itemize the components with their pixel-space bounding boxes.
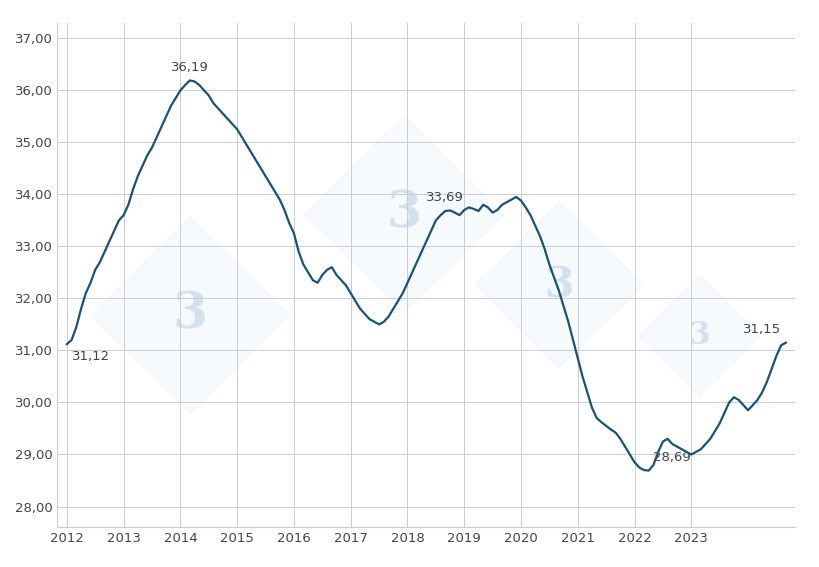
Polygon shape — [305, 116, 503, 313]
Polygon shape — [474, 202, 643, 369]
Text: 28,69: 28,69 — [653, 451, 690, 464]
Text: 36,19: 36,19 — [170, 61, 209, 74]
Text: 3: 3 — [544, 264, 573, 306]
Text: 31,12: 31,12 — [71, 350, 110, 363]
Text: 31,15: 31,15 — [742, 323, 781, 336]
Polygon shape — [637, 275, 760, 396]
Text: 3: 3 — [173, 291, 207, 340]
Text: 3: 3 — [688, 320, 709, 351]
Text: 3: 3 — [387, 190, 421, 239]
Text: 33,69: 33,69 — [426, 191, 464, 204]
Polygon shape — [91, 217, 289, 414]
